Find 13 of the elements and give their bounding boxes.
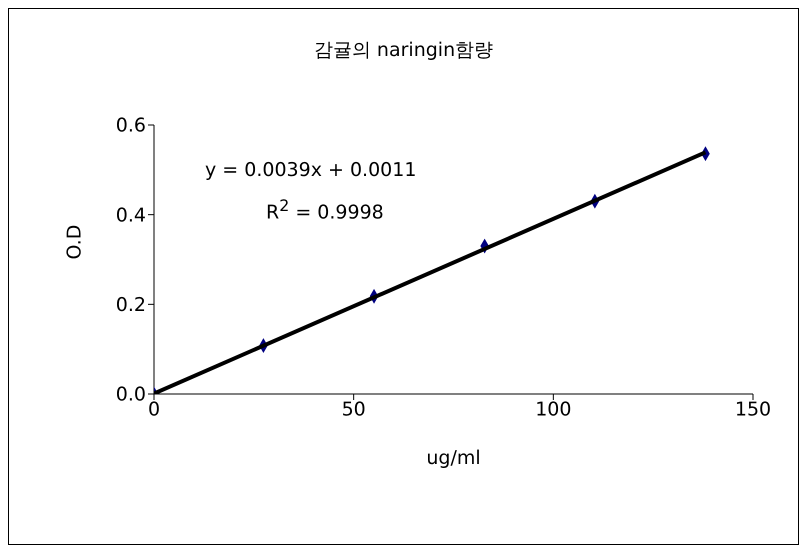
y-tick-label: 0.4 [116, 204, 146, 226]
y-tick-label: 0.6 [116, 114, 146, 137]
x-tick-label: 100 [535, 398, 572, 420]
chart-title: 감귤의 naringin함량 [312, 38, 494, 63]
x-tick-label: 50 [342, 398, 366, 420]
y-tick-label: 0.0 [116, 384, 146, 406]
annotation: y = 0.0039x + 0.0011 [205, 159, 416, 181]
x-tick-label: 150 [734, 398, 772, 420]
x-axis-title: ug/ml [426, 447, 481, 469]
y-axis-title: O.D [64, 224, 86, 260]
y-tick-label: 0.2 [116, 294, 146, 316]
annotation: R$^{2}$ = 0.9998 [266, 196, 384, 224]
x-tick-label: 0 [148, 398, 160, 420]
